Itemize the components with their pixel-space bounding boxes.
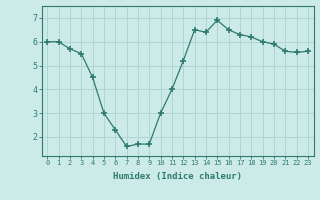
X-axis label: Humidex (Indice chaleur): Humidex (Indice chaleur): [113, 172, 242, 181]
